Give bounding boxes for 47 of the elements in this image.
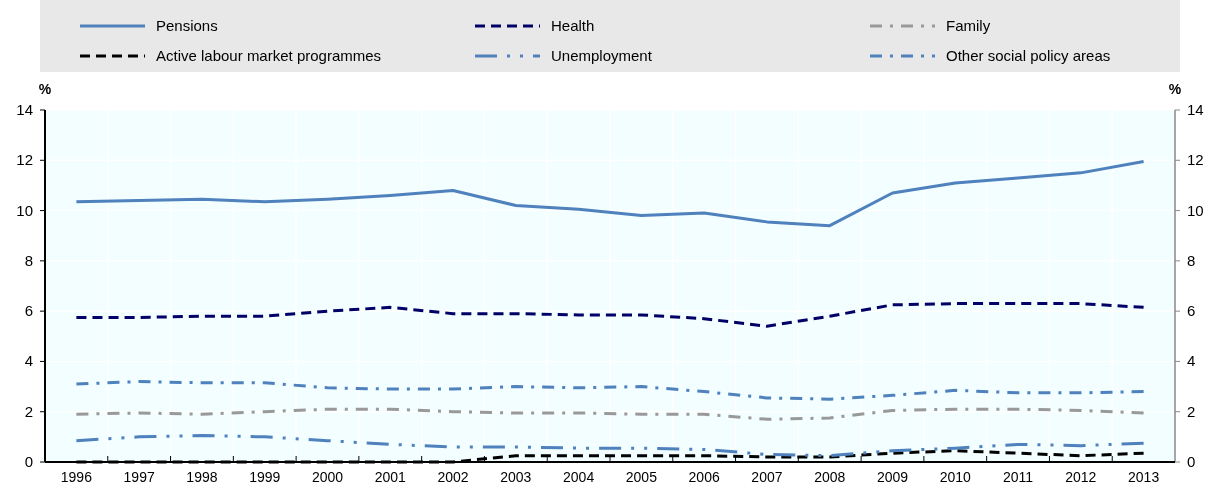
y2-axis-title: % — [1168, 81, 1182, 97]
y-tick-label: 12 — [16, 151, 33, 169]
line-series — [74, 380, 1146, 401]
line-series — [74, 160, 1146, 228]
legend-label: Health — [551, 17, 595, 34]
y-tick-label: 14 — [16, 101, 33, 118]
y-tick-label: 8 — [24, 251, 33, 269]
y2-tick-label: 2 — [1187, 402, 1196, 420]
y-tick-label: 6 — [24, 302, 33, 320]
line-series — [74, 407, 1146, 421]
x-tick-label: 2004 — [563, 469, 595, 485]
x-tick-label: 2008 — [814, 469, 846, 485]
line-series — [74, 434, 1146, 458]
x-tick-label: 2005 — [625, 469, 658, 485]
line-series — [74, 302, 1146, 328]
x-tick-label: 2000 — [311, 469, 344, 485]
x-tick-label: 2001 — [374, 469, 407, 485]
x-tick-label: 1999 — [249, 469, 281, 485]
y2-tick-label: 4 — [1187, 352, 1196, 370]
x-tick-label: 2002 — [437, 469, 469, 485]
y-tick-label: 2 — [24, 402, 33, 420]
x-tick-label: 1997 — [123, 469, 155, 485]
x-tick-label: 2013 — [1128, 469, 1160, 485]
x-tick-label: 1998 — [186, 469, 218, 485]
x-tick-label: 2012 — [1065, 469, 1097, 485]
y2-tick-label: 0 — [1187, 453, 1196, 470]
legend-label: Other social policy areas — [946, 47, 1111, 64]
x-tick-label: 2007 — [751, 469, 783, 485]
y2-tick-label: 14 — [1187, 101, 1204, 118]
x-tick-label: 2009 — [876, 469, 909, 485]
x-tick-label: 2006 — [688, 469, 720, 485]
x-tick-label: 1996 — [60, 469, 93, 485]
x-tick-label: 2010 — [939, 469, 972, 485]
y-tick-label: 0 — [24, 453, 33, 470]
y-tick-label: 4 — [24, 352, 33, 370]
legend-label: Unemployment — [551, 47, 653, 64]
legend-label: Active labour market programmes — [156, 47, 382, 64]
y2-tick-label: 10 — [1187, 201, 1204, 219]
y2-tick-label: 6 — [1187, 302, 1196, 320]
y-axis-title: % — [38, 81, 52, 97]
y2-tick-label: 12 — [1187, 151, 1204, 169]
x-tick-label: 2003 — [500, 469, 532, 485]
y2-tick-label: 8 — [1187, 251, 1196, 269]
x-tick-label: 2011 — [1003, 469, 1034, 485]
legend-label: Family — [946, 17, 991, 34]
y-tick-label: 10 — [16, 201, 33, 219]
legend-label: Pensions — [156, 17, 218, 34]
